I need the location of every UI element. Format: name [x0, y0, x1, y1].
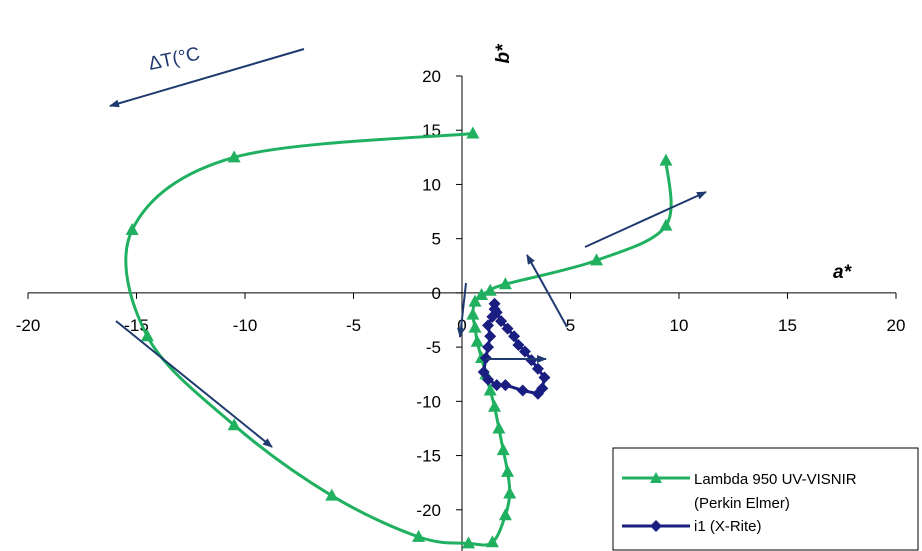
data-point — [482, 319, 495, 332]
data-point — [531, 362, 544, 375]
data-point — [482, 341, 495, 354]
data-point — [466, 307, 480, 320]
data-point — [484, 330, 497, 343]
trend-arrow — [457, 282, 467, 338]
data-point — [488, 399, 502, 412]
data-point — [227, 418, 241, 431]
x-tick-label: 5 — [566, 316, 575, 335]
data-point — [512, 338, 525, 351]
legend-entry-lambda: Lambda 950 UV-VISNIR (Perkin Elmer) — [622, 471, 857, 512]
trend-arrow — [115, 320, 273, 448]
data-point — [501, 322, 514, 335]
series-line — [124, 131, 673, 547]
legend-label: Lambda 950 UV-VISNIR — [694, 471, 857, 488]
data-point — [492, 421, 506, 434]
data-point — [590, 253, 604, 266]
y-tick-label: -5 — [426, 338, 441, 357]
data-point — [468, 294, 482, 307]
trend-arrow — [109, 48, 305, 108]
legend: Lambda 950 UV-VISNIR (Perkin Elmer) i1 (… — [612, 447, 919, 551]
data-point — [501, 464, 515, 477]
data-point — [125, 222, 139, 235]
data-point — [475, 288, 489, 301]
data-point — [490, 379, 503, 392]
data-point — [325, 488, 339, 501]
x-tick-label: 10 — [670, 316, 689, 335]
data-point — [516, 384, 529, 397]
delta-t-annotation: ΔT(°C — [147, 44, 202, 75]
y-tick-label: -10 — [416, 392, 441, 411]
trend-arrow — [526, 254, 568, 328]
y-tick-label: -15 — [416, 447, 441, 466]
series-1 — [477, 297, 551, 400]
y-axis-title: b* — [493, 43, 514, 64]
x-tick-label: -20 — [16, 316, 41, 335]
x-axis-title: a* — [833, 262, 853, 283]
y-tick-label: 0 — [432, 284, 441, 303]
data-point — [412, 529, 426, 542]
trend-arrow — [584, 191, 707, 248]
data-point — [485, 535, 499, 548]
data-point — [503, 486, 517, 499]
trend-arrows — [109, 48, 707, 448]
data-point — [483, 383, 497, 396]
data-point — [483, 283, 497, 296]
data-point — [470, 334, 484, 347]
series-layer — [124, 126, 673, 549]
data-point — [466, 126, 480, 139]
y-tick-label: 10 — [422, 175, 441, 194]
data-point — [498, 277, 512, 290]
legend-box — [612, 447, 919, 551]
x-tick-label: -5 — [346, 316, 361, 335]
data-point — [495, 315, 508, 328]
x-tick-label: -10 — [233, 316, 258, 335]
data-point — [538, 371, 551, 384]
data-point — [508, 330, 521, 343]
data-point — [462, 536, 476, 549]
data-point — [531, 387, 544, 400]
x-tick-label: 15 — [778, 316, 797, 335]
data-point — [488, 303, 501, 316]
x-tick-label: 20 — [887, 316, 906, 335]
y-tick-label: 20 — [422, 67, 441, 86]
data-point — [659, 218, 673, 231]
y-tick-label: 5 — [432, 230, 441, 249]
data-point — [498, 508, 512, 521]
data-point — [496, 443, 510, 456]
legend-entry-i1: i1 (X-Rite) — [622, 518, 762, 535]
legend-label: (Perkin Elmer) — [694, 495, 790, 512]
data-point — [140, 329, 154, 342]
data-point — [518, 345, 531, 358]
diamond-marker-icon — [650, 520, 662, 532]
data-point — [468, 320, 482, 333]
data-point — [227, 150, 241, 163]
y-tick-label: -20 — [416, 501, 441, 520]
data-point — [479, 351, 492, 364]
data-point — [477, 366, 490, 379]
data-point — [499, 379, 512, 392]
legend-label: i1 (X-Rite) — [694, 518, 762, 535]
triangle-marker-icon — [650, 472, 662, 483]
data-point — [659, 153, 673, 166]
series-0 — [124, 126, 673, 549]
data-point — [525, 354, 538, 367]
